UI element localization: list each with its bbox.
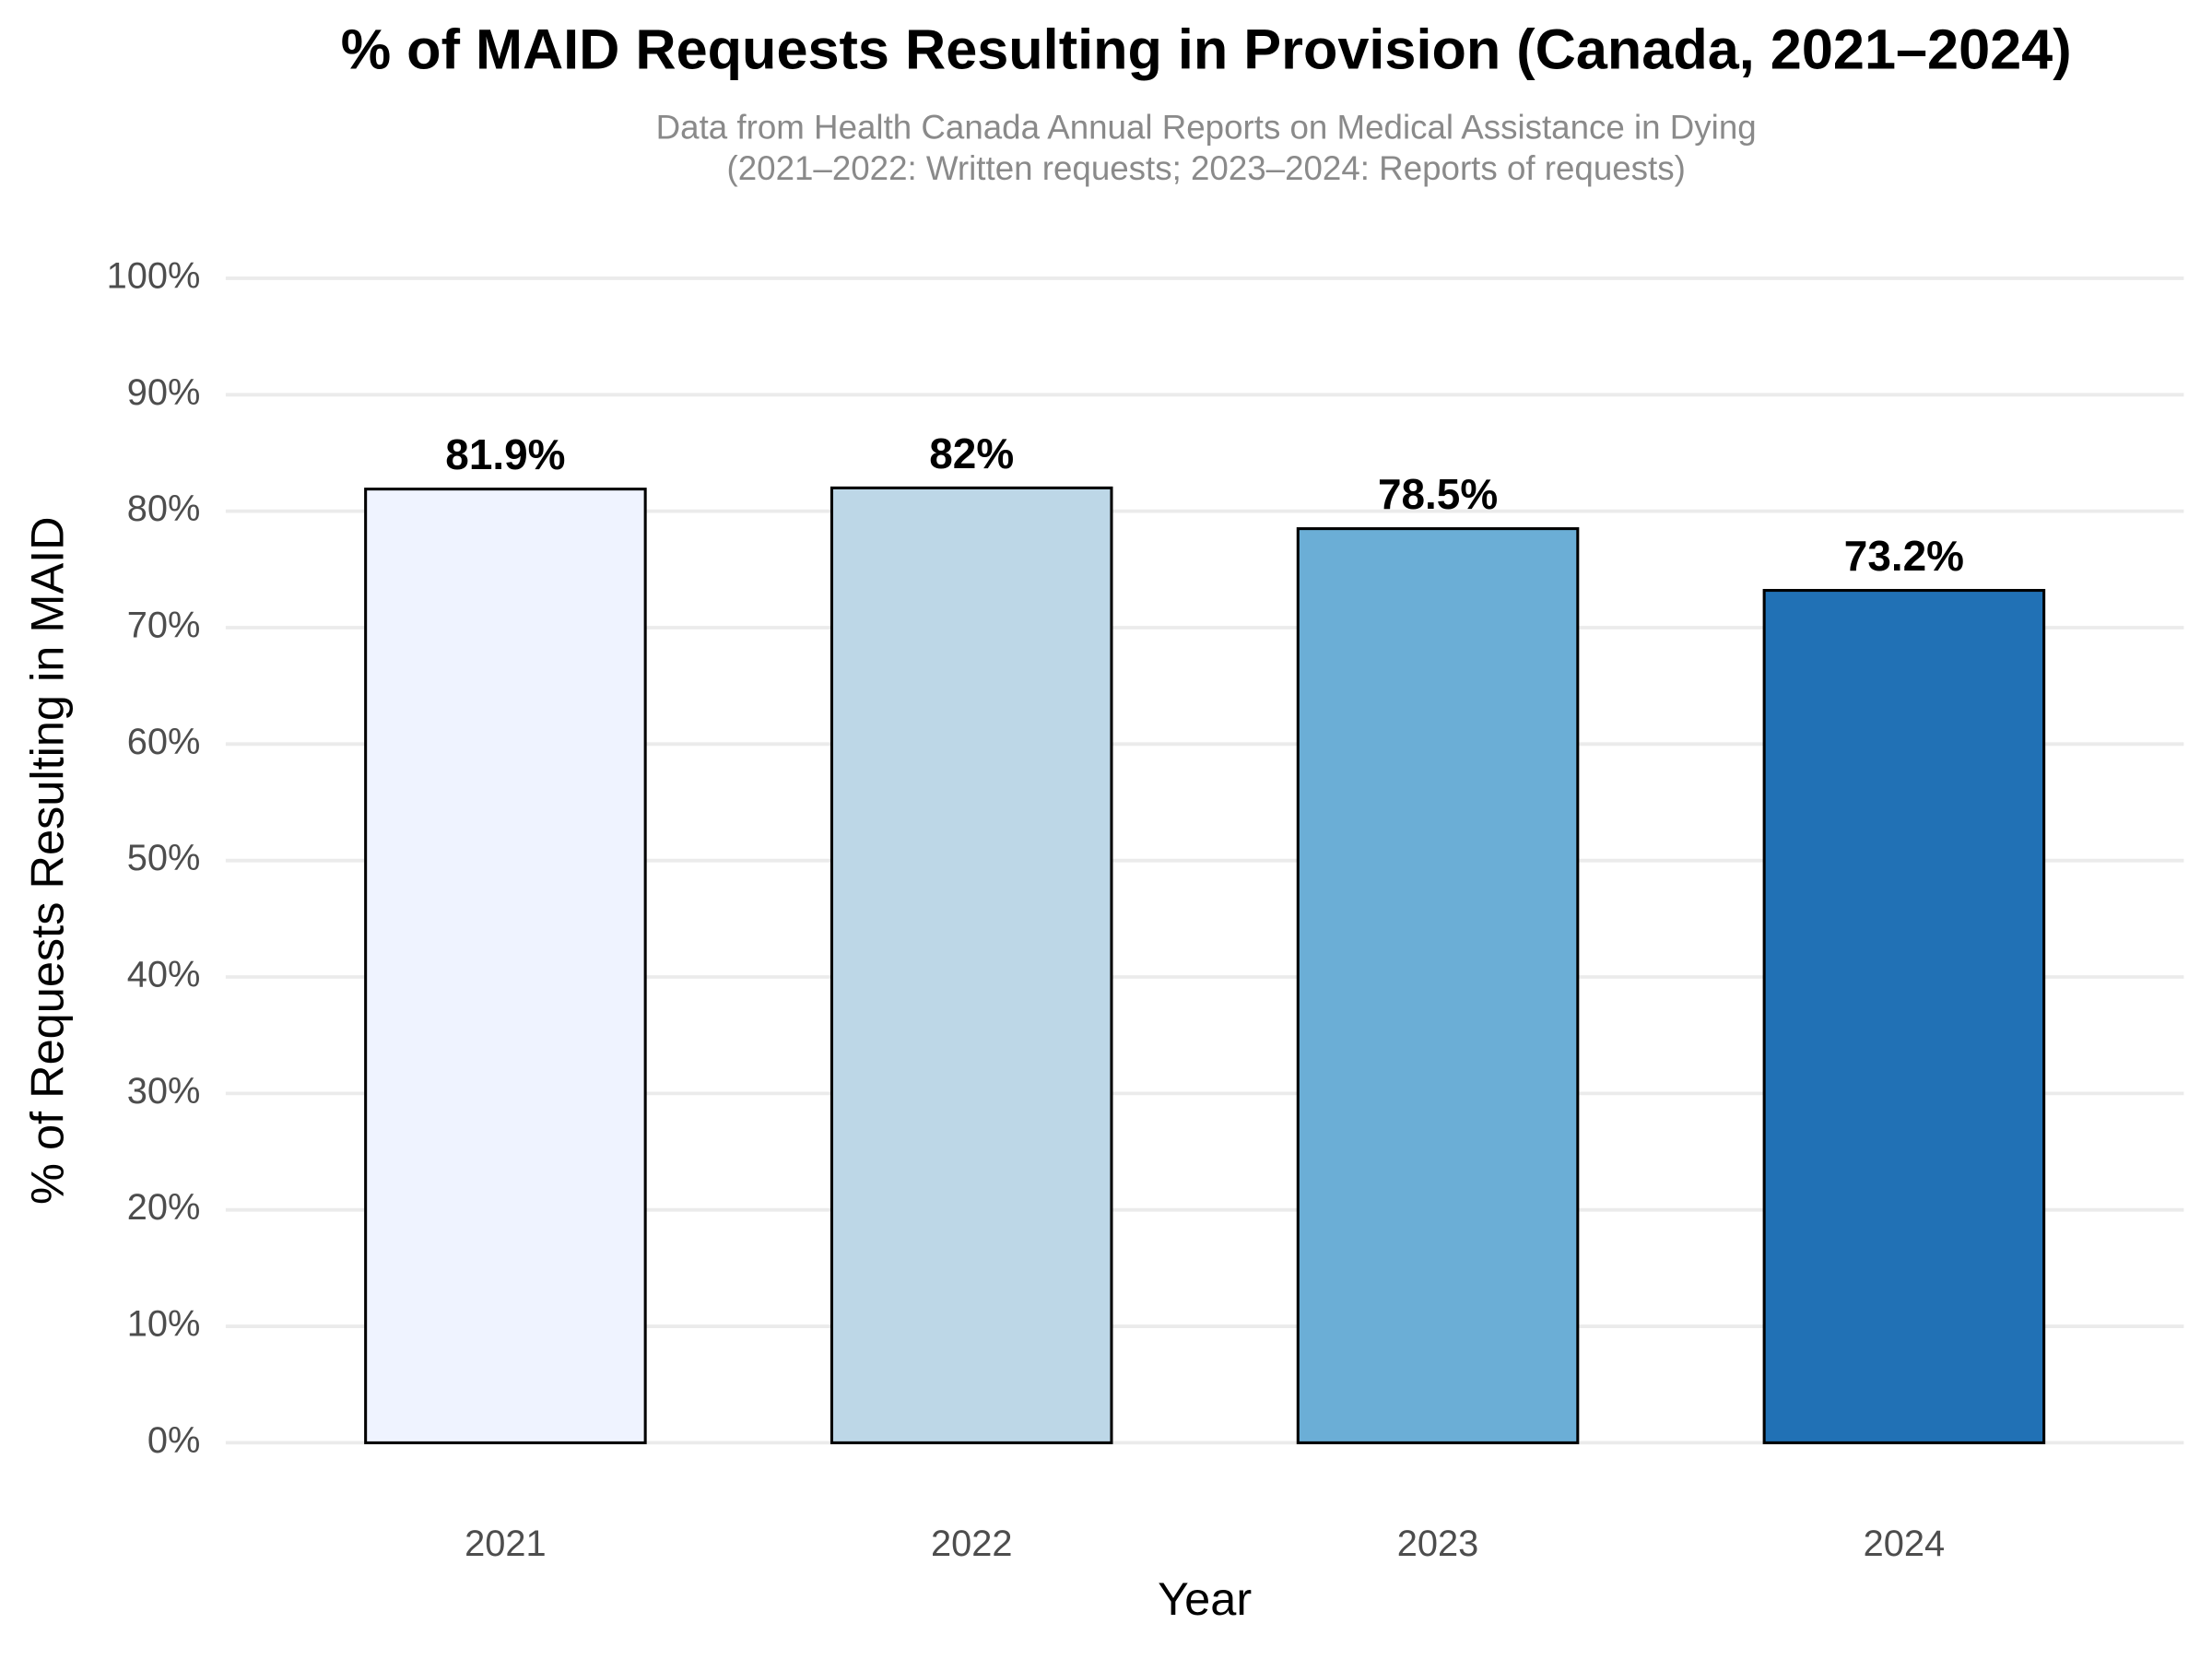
chart-title: % of MAID Requests Resulting in Provisio… bbox=[341, 18, 2072, 80]
bar bbox=[364, 488, 647, 1444]
y-tick-label: 10% bbox=[127, 1304, 201, 1345]
x-tick-label: 2023 bbox=[1397, 1524, 1479, 1564]
data-label: 78.5% bbox=[1378, 470, 1498, 518]
data-label: 81.9% bbox=[445, 430, 565, 478]
bar bbox=[1762, 589, 2046, 1444]
y-tick-label: 20% bbox=[127, 1187, 201, 1228]
y-tick-label: 50% bbox=[127, 838, 201, 878]
x-tick-label: 2021 bbox=[465, 1524, 547, 1564]
y-tick-label: 30% bbox=[127, 1071, 201, 1112]
bar bbox=[1296, 527, 1580, 1444]
y-axis-label: % of Requests Resulting in MAID bbox=[20, 516, 73, 1205]
x-axis-label: Year bbox=[1158, 1572, 1252, 1625]
x-tick-label: 2024 bbox=[1864, 1524, 1945, 1564]
x-tick-label: 2022 bbox=[931, 1524, 1013, 1564]
y-tick-label: 0% bbox=[147, 1420, 201, 1461]
y-tick-label: 70% bbox=[127, 605, 201, 645]
y-tick-label: 60% bbox=[127, 722, 201, 762]
bar bbox=[830, 486, 1113, 1444]
y-tick-label: 40% bbox=[127, 955, 201, 995]
data-label: 82% bbox=[929, 429, 1014, 477]
y-tick-label: 100% bbox=[107, 255, 201, 296]
chart-subtitle: (2021–2022: Written requests; 2023–2024:… bbox=[727, 149, 1686, 187]
y-tick-label: 90% bbox=[127, 372, 201, 413]
y-tick-label: 80% bbox=[127, 488, 201, 529]
chart-subtitle: Data from Health Canada Annual Reports o… bbox=[656, 109, 1757, 147]
data-label: 73.2% bbox=[1844, 532, 1964, 580]
